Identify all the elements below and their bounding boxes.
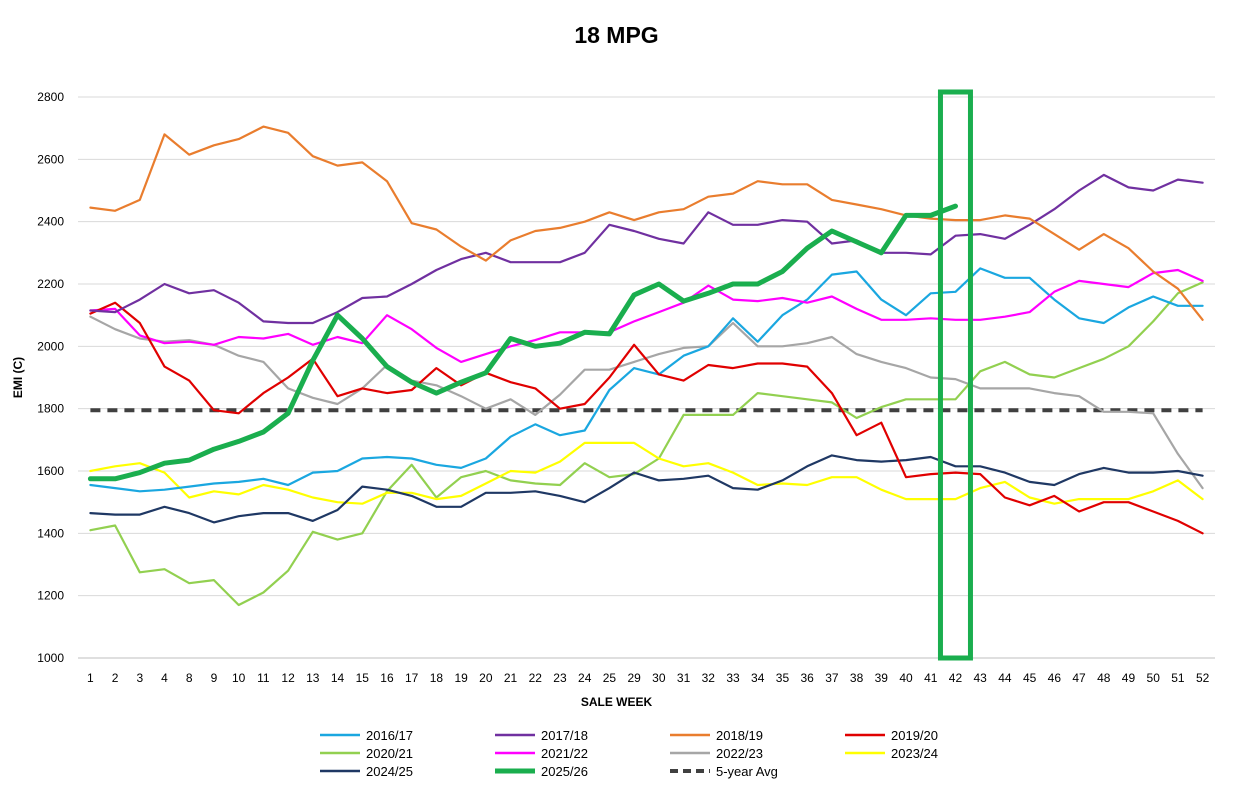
y-tick-label: 1400 bbox=[37, 526, 64, 540]
x-tick-label: 21 bbox=[504, 671, 518, 685]
x-tick-label: 8 bbox=[186, 671, 193, 685]
x-tick-label: 52 bbox=[1196, 671, 1210, 685]
x-tick-label: 19 bbox=[454, 671, 468, 685]
series-line-2018/19 bbox=[89, 125, 1204, 321]
y-tick-label: 1000 bbox=[37, 651, 64, 665]
x-tick-label: 3 bbox=[136, 671, 143, 685]
y-tick-label: 2400 bbox=[37, 215, 64, 229]
series-line-2025/26 bbox=[87, 203, 958, 482]
x-tick-label: 2 bbox=[112, 671, 119, 685]
x-tick-label: 42 bbox=[949, 671, 963, 685]
x-tick-label: 43 bbox=[974, 671, 988, 685]
x-tick-label: 33 bbox=[726, 671, 740, 685]
x-tick-label: 11 bbox=[257, 671, 270, 685]
x-tick-label: 40 bbox=[899, 671, 913, 685]
x-tick-label: 24 bbox=[578, 671, 592, 685]
x-tick-label: 38 bbox=[850, 671, 864, 685]
x-tick-label: 13 bbox=[306, 671, 320, 685]
x-tick-label: 32 bbox=[702, 671, 716, 685]
x-tick-label: 10 bbox=[232, 671, 246, 685]
legend-label: 2025/26 bbox=[541, 764, 588, 779]
x-tick-label: 25 bbox=[603, 671, 617, 685]
x-tick-label: 14 bbox=[331, 671, 345, 685]
y-tick-label: 2800 bbox=[37, 90, 64, 104]
series-line-2021/22 bbox=[89, 268, 1204, 363]
y-tick-label: 2200 bbox=[37, 277, 64, 291]
legend: 2016/17 2017/18 2018/19 2019/20 2020/21 2021/… bbox=[320, 728, 938, 779]
y-tick-labels: 1000 1200 1400 1600 1800 2000 2200 2400 2600 2800 bbox=[37, 90, 64, 665]
series-lines bbox=[87, 125, 1204, 607]
x-tick-label: 17 bbox=[405, 671, 419, 685]
x-tick-labels: 1 2 3 4 8 9 10 11 12 13 14 15 16 17 18 19 20 21 22 23 24 25 29… bbox=[87, 671, 1210, 685]
x-tick-label: 37 bbox=[825, 671, 839, 685]
y-tick-label: 1200 bbox=[37, 589, 64, 603]
series-line-2016/17 bbox=[89, 267, 1204, 493]
y-tick-label: 1600 bbox=[37, 464, 64, 478]
x-tick-label: 29 bbox=[627, 671, 641, 685]
y-tick-label: 2600 bbox=[37, 152, 64, 166]
series-line-2022/23 bbox=[89, 315, 1204, 490]
x-tick-label: 18 bbox=[430, 671, 444, 685]
x-tick-label: 39 bbox=[875, 671, 889, 685]
grid-lines bbox=[78, 96, 1215, 659]
x-tick-label: 47 bbox=[1072, 671, 1086, 685]
x-tick-label: 45 bbox=[1023, 671, 1037, 685]
highlight-box bbox=[937, 89, 973, 661]
chart-title: 18 MPG bbox=[574, 22, 659, 48]
x-tick-label: 31 bbox=[677, 671, 691, 685]
x-tick-label: 4 bbox=[161, 671, 168, 685]
x-tick-label: 36 bbox=[800, 671, 814, 685]
legend-label: 2016/17 bbox=[366, 728, 413, 743]
x-tick-label: 9 bbox=[211, 671, 218, 685]
series-line-2017/18 bbox=[89, 173, 1204, 325]
highlight-box-week bbox=[937, 89, 973, 661]
series-line-2019/20 bbox=[89, 301, 1204, 535]
x-tick-label: 51 bbox=[1171, 671, 1185, 685]
x-tick-label: 41 bbox=[924, 671, 938, 685]
x-tick-label: 46 bbox=[1048, 671, 1062, 685]
x-tick-label: 22 bbox=[529, 671, 543, 685]
x-tick-label: 48 bbox=[1097, 671, 1111, 685]
x-tick-label: 50 bbox=[1147, 671, 1161, 685]
legend-label: 2018/19 bbox=[716, 728, 763, 743]
x-tick-label: 20 bbox=[479, 671, 493, 685]
legend-label: 2023/24 bbox=[891, 746, 938, 761]
x-tick-label: 16 bbox=[380, 671, 394, 685]
legend-label: 2019/20 bbox=[891, 728, 938, 743]
y-axis-label: EMI (C) bbox=[11, 357, 25, 398]
legend-label: 2020/21 bbox=[366, 746, 413, 761]
x-tick-label: 12 bbox=[281, 671, 295, 685]
y-tick-label: 2000 bbox=[37, 339, 64, 353]
x-tick-label: 1 bbox=[87, 671, 94, 685]
series-line-2020/21 bbox=[89, 281, 1204, 607]
legend-label: 2022/23 bbox=[716, 746, 763, 761]
x-tick-label: 15 bbox=[356, 671, 370, 685]
legend-label: 5-year Avg bbox=[716, 764, 778, 779]
y-tick-label: 1800 bbox=[37, 402, 64, 416]
series-line-2024/25 bbox=[89, 454, 1204, 524]
x-tick-label: 30 bbox=[652, 671, 666, 685]
legend-label: 2024/25 bbox=[366, 764, 413, 779]
x-axis-label: SALE WEEK bbox=[581, 695, 653, 709]
legend-label: 2017/18 bbox=[541, 728, 588, 743]
x-tick-label: 44 bbox=[998, 671, 1012, 685]
x-tick-label: 34 bbox=[751, 671, 765, 685]
x-tick-label: 35 bbox=[776, 671, 790, 685]
x-tick-label: 49 bbox=[1122, 671, 1136, 685]
series-line-2023/24 bbox=[89, 441, 1204, 505]
x-tick-label: 23 bbox=[553, 671, 567, 685]
legend-label: 2021/22 bbox=[541, 746, 588, 761]
